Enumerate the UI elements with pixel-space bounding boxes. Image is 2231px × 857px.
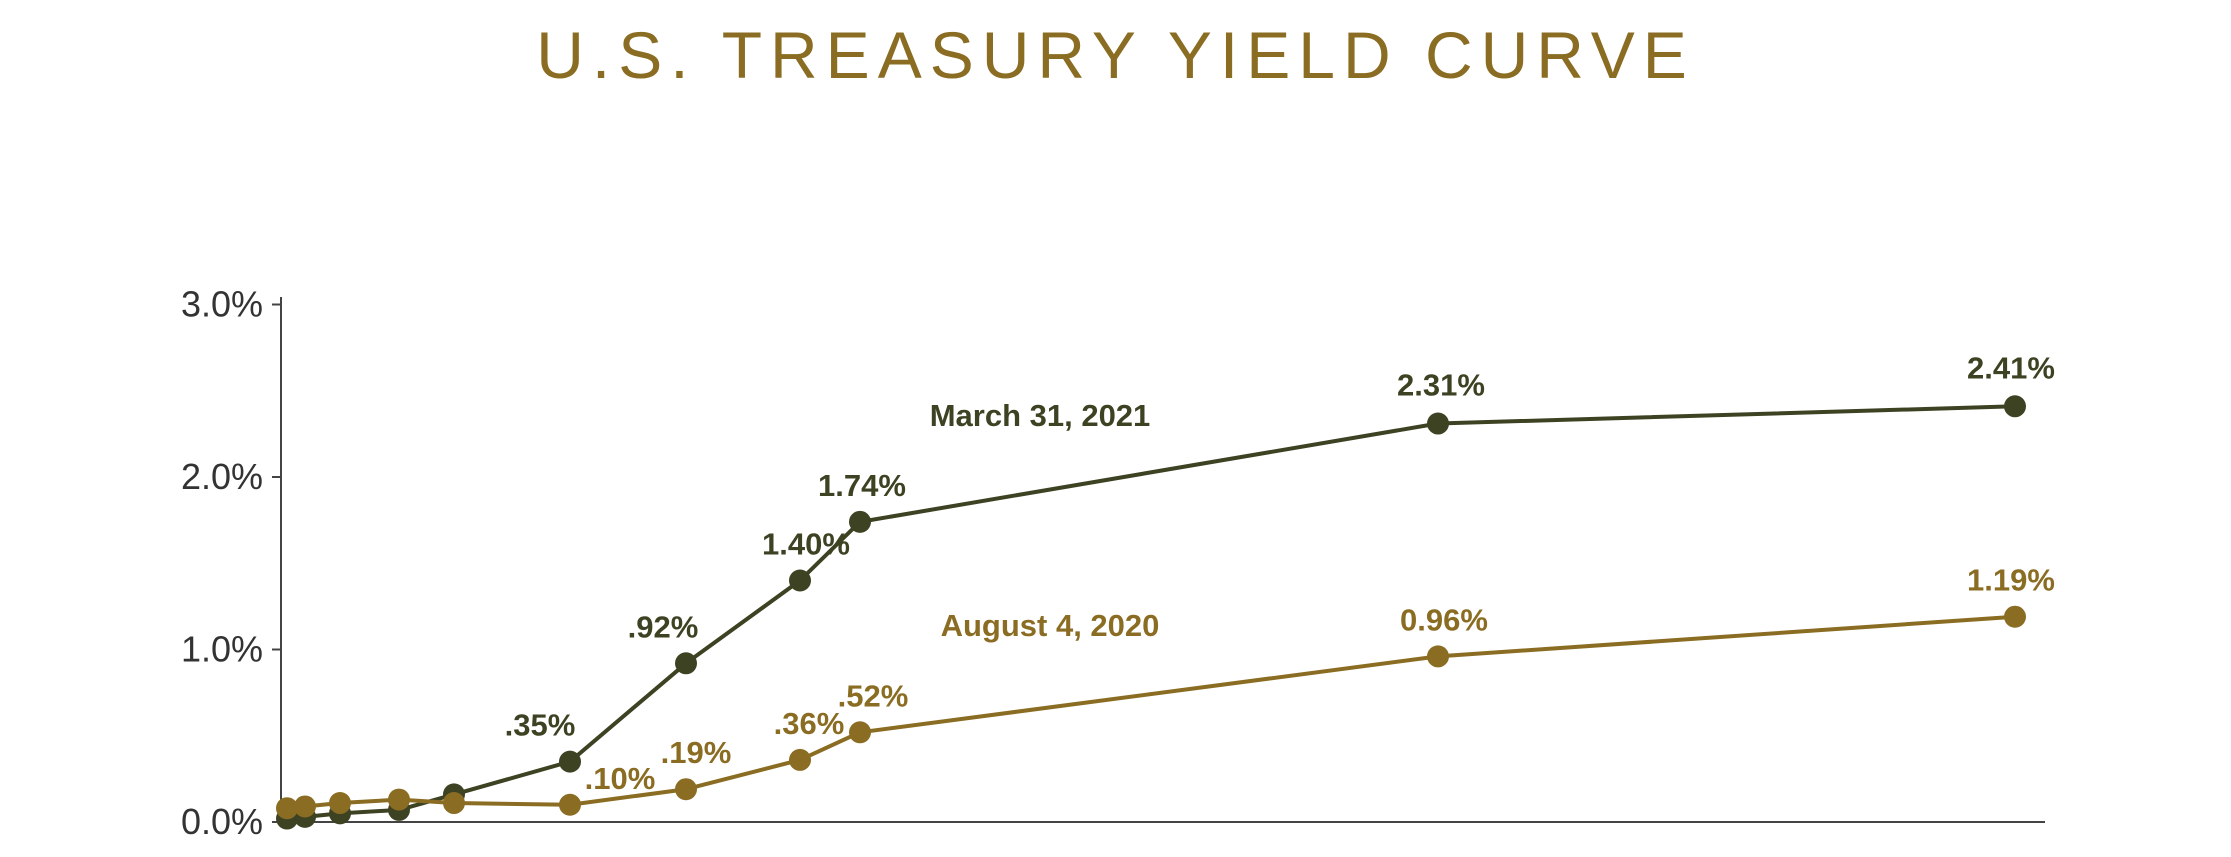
axes: 0.0% 1.0% 2.0% 3.0% (181, 284, 2045, 842)
series-group (276, 395, 2026, 830)
data-point (849, 510, 871, 533)
data-label: .35% (505, 708, 576, 743)
data-point (2004, 605, 2026, 628)
series-name-label: August 4, 2020 (941, 608, 1160, 643)
data-point (329, 792, 351, 815)
data-point (1427, 412, 1449, 435)
data-label: .36% (774, 706, 845, 741)
y-tick-label: 1.0% (181, 629, 263, 670)
data-label: 2.41% (1967, 350, 2055, 385)
data-point (675, 652, 697, 675)
y-tick-label: 3.0% (181, 284, 263, 325)
chart-title: U.S. TREASURY YIELD CURVE (536, 18, 1695, 92)
series-name-label: March 31, 2021 (930, 398, 1151, 433)
data-point (849, 721, 871, 744)
data-point (276, 797, 298, 820)
y-tick-label: 2.0% (181, 456, 263, 497)
data-point (2004, 395, 2026, 418)
data-point (1427, 645, 1449, 668)
y-tick-label: 0.0% (181, 801, 263, 842)
data-label: 1.74% (818, 468, 906, 503)
data-point (789, 569, 811, 592)
data-label: .10% (585, 761, 656, 796)
data-point (559, 750, 581, 773)
data-label: 0.96% (1400, 602, 1488, 637)
data-point (789, 748, 811, 771)
data-label: 1.19% (1967, 563, 2055, 598)
data-label: 2.31% (1397, 368, 1485, 403)
data-point (388, 788, 410, 811)
data-point (443, 792, 465, 815)
data-labels-group: .35% .92% 1.40% 1.74% 2.31% 2.41% March 31, 20… (505, 350, 2055, 795)
data-label: 1.40% (762, 527, 850, 562)
data-label: .52% (838, 678, 909, 713)
data-point (675, 778, 697, 801)
data-point (559, 793, 581, 816)
data-point (294, 795, 316, 818)
data-label: .92% (628, 609, 699, 644)
data-label: .19% (661, 735, 732, 770)
